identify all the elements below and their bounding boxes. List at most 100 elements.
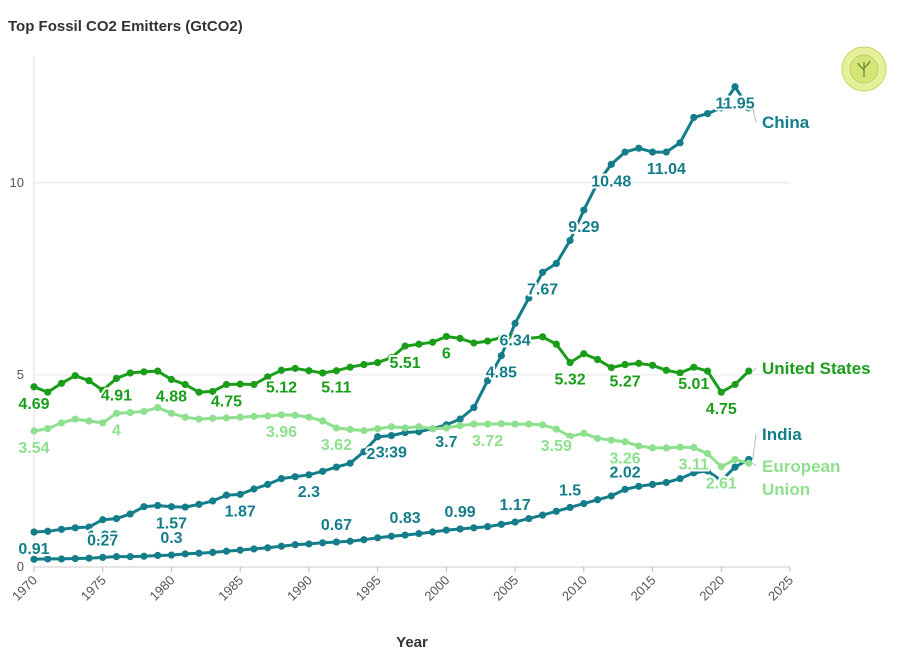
european-union-point [497,420,505,428]
european-union-point [717,463,725,471]
united-states-data-label: 4.75 [211,394,242,411]
india-point [154,551,162,560]
india-point [525,514,533,523]
united-states-point [525,334,533,342]
united-states-point [99,386,107,394]
india-point [429,528,437,536]
united-states-point [167,375,176,384]
india-data-label: 1.5 [559,482,581,499]
china-point [497,352,505,360]
x-tick-label: 1990 [284,573,315,604]
china-data-label: 7.67 [527,281,558,298]
united-states-point [703,367,712,375]
india-point [717,476,725,485]
china-point [566,236,574,245]
china-data-label: 1.23 [87,529,118,546]
x-tick-label: 2000 [421,573,452,604]
european-union-point [154,403,162,412]
european-union-point [690,443,698,452]
india-point [731,463,739,471]
india-data-label: 0.67 [321,517,352,534]
india-point [552,507,560,515]
united-states-point [511,332,519,341]
european-union-point [566,432,574,440]
european-union-point [429,425,437,433]
european-union-point [484,420,492,428]
x-tick-label: 2010 [559,573,590,604]
china-data-label: 1.57 [156,516,187,533]
china-point [360,448,368,456]
india-point [99,553,107,561]
european-union-point [71,415,79,423]
united-states-point [690,363,698,371]
european-union-point [222,414,231,422]
india-point [236,546,244,554]
european-union-point [703,450,712,458]
european-union-point [291,411,299,419]
y-tick-label: 5 [17,367,24,382]
united-states-data-label: 5.12 [266,379,297,396]
european-union-point [305,413,313,421]
european-union-point [250,412,258,420]
united-states-point [662,366,670,374]
india-point [85,554,93,562]
china-point [484,377,492,385]
european-union-data-label: 4 [112,422,121,439]
series-points [30,83,753,563]
european-union-point [319,417,327,425]
united-states-point [332,367,340,375]
china-point [731,83,739,91]
european-union-point [511,420,519,428]
india-data-label: 0.3 [160,530,182,547]
china-point [607,160,615,168]
united-states-point [607,363,615,372]
european-union-point [346,425,354,434]
india-point [209,548,217,557]
india-point [71,554,79,563]
european-union-connector [752,462,757,467]
european-union-point [648,444,657,452]
european-union-point [731,455,739,464]
china-point [332,463,340,471]
y-tick-label: 10 [10,175,24,190]
united-states-point [154,367,162,375]
united-states-point [497,334,505,342]
china-data-label: 2.3 [298,484,320,501]
china-data-label: 4.85 [486,365,517,382]
united-states-point [305,367,313,375]
united-states-point [209,387,217,396]
india-point [222,547,231,555]
united-states-point [181,380,189,389]
united-states-point [250,380,258,389]
european-union-point [593,434,602,442]
china-point [154,501,162,510]
united-states-point [346,363,354,371]
european-union-series-label: European [762,457,840,476]
india-point [126,553,134,561]
china-point [195,500,203,508]
india-point [484,523,492,531]
india-point [538,511,547,519]
china-point [415,428,423,436]
european-union-point [57,419,66,427]
india-series-label: India [762,425,802,444]
india-point [703,467,712,475]
united-states-point [593,355,602,364]
european-union-point [236,413,244,421]
india-point [607,492,615,500]
european-union-point [126,408,134,417]
chart-title: Top Fossil CO2 Emitters (GtCO2) [8,18,243,35]
india-point [140,552,148,560]
european-union-point [99,419,107,427]
china-point [717,104,725,112]
european-union-point [387,423,395,431]
india-point [44,555,52,563]
united-states-data-label: 4.69 [18,396,49,413]
united-states-point [456,334,464,342]
united-states-data-label: 4.88 [156,389,187,406]
india-point [319,539,327,547]
china-point [690,113,698,122]
china-line [33,85,751,534]
india-point [250,545,258,553]
united-states-point [374,359,382,367]
